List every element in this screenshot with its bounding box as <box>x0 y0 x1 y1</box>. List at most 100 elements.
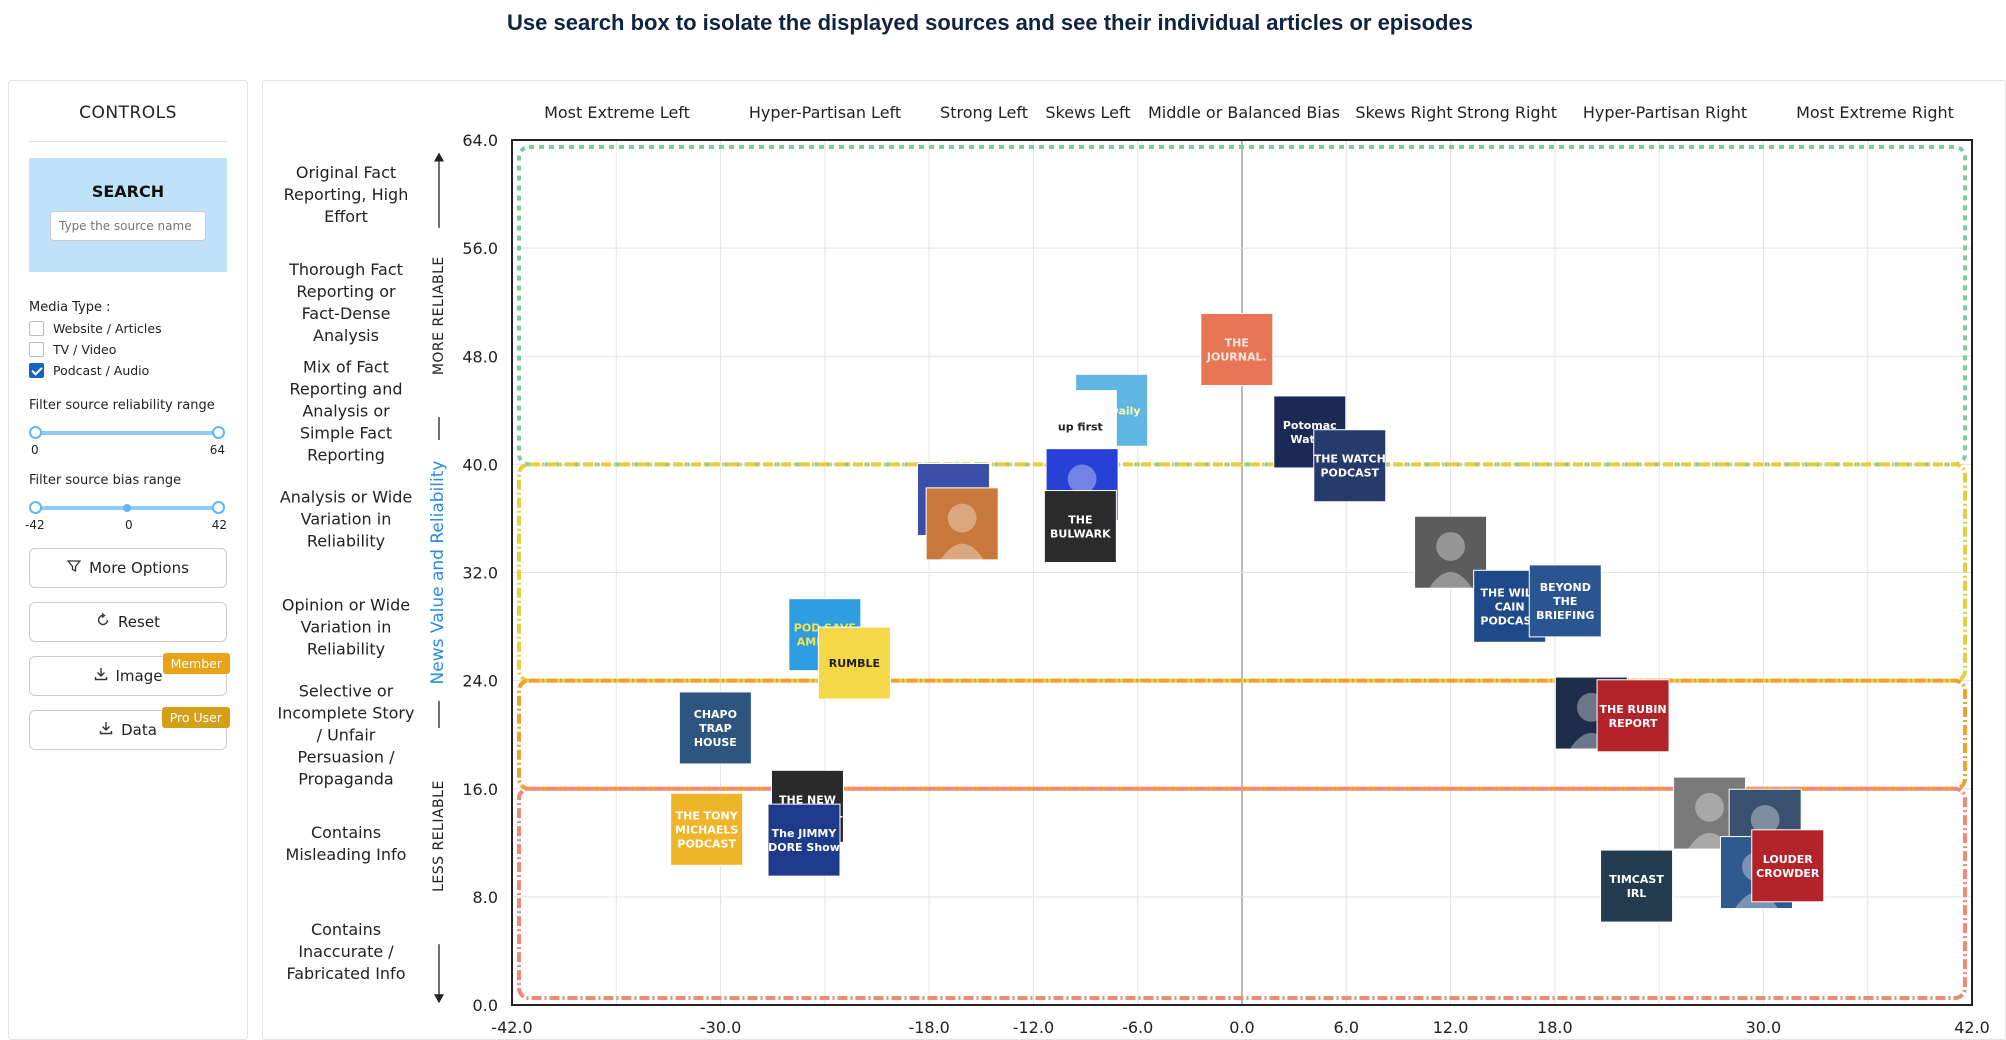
reliability-slider-max-handle[interactable] <box>212 426 225 439</box>
y-axis-title: News Value and Reliability <box>428 461 448 685</box>
checkbox-tv[interactable] <box>29 342 44 357</box>
x-tick-label: 6.0 <box>1334 1018 1359 1037</box>
up-arrow-icon <box>434 152 444 162</box>
person-icon <box>940 543 984 560</box>
source-logo-tile <box>817 626 891 700</box>
x-category-label: Hyper-Partisan Right <box>1583 103 1747 122</box>
source-logo-text: THE BULWARK <box>1050 514 1111 541</box>
y-category-label: Selective or Incomplete Story / Unfair Pers… <box>278 682 415 789</box>
x-category-label: Skews Left <box>1045 103 1130 122</box>
x-category-label: Middle or Balanced Bias <box>1148 103 1340 122</box>
source-logo-tile <box>1751 829 1825 903</box>
x-tick-label: 18.0 <box>1537 1018 1573 1037</box>
image-label: Image <box>115 667 163 685</box>
reset-icon <box>96 612 110 631</box>
source-logo-tile <box>1043 490 1117 564</box>
y-category-label: Opinion or Wide Variation in Reliability <box>282 596 410 659</box>
reliability-slider-values: 0 64 <box>29 443 227 459</box>
source-point-beyond-the-briefing[interactable]: BEYOND THE BRIEFING <box>1528 564 1602 638</box>
y-category-label: Mix of Fact Reporting and Analysis or Simpl… <box>290 357 403 464</box>
x-tick-label: -30.0 <box>700 1018 741 1037</box>
media-type-podcast[interactable]: Podcast / Audio <box>29 363 227 378</box>
down-arrow-icon <box>434 994 444 1004</box>
source-logo-text: THE TONY MICHAELS PODCAST <box>675 809 739 850</box>
y-category-label: Contains Misleading Info <box>286 823 407 864</box>
x-tick-label: 42.0 <box>1954 1018 1990 1037</box>
source-point-louder-with-crowder[interactable]: LOUDER CROWDER <box>1751 829 1825 903</box>
x-category-label: Strong Right <box>1457 103 1557 122</box>
source-point-the-bulwark[interactable]: THE BULWARK <box>1043 490 1117 564</box>
source-logo-tile <box>1200 312 1274 386</box>
data-download-button[interactable]: Data Pro User <box>29 707 230 750</box>
x-category-label: Hyper-Partisan Left <box>749 103 901 122</box>
y-tick-label: 64.0 <box>462 131 498 150</box>
search-box: SEARCH <box>29 158 227 272</box>
x-tick-label: -6.0 <box>1122 1018 1153 1037</box>
media-type-tv[interactable]: TV / Video <box>29 342 227 357</box>
x-tick-label: -18.0 <box>908 1018 949 1037</box>
bias-slider-max-handle[interactable] <box>212 501 225 514</box>
source-point-rumble-with-michael-moore[interactable]: RUMBLE <box>817 626 891 700</box>
controls-title: CONTROLS <box>29 103 227 142</box>
checkbox-label-website: Website / Articles <box>53 321 162 336</box>
data-label: Data <box>121 721 157 739</box>
reliability-zone <box>517 145 1967 467</box>
search-input[interactable] <box>50 211 206 241</box>
source-logo-tile <box>1528 564 1602 638</box>
source-logo-text: THE JOURNAL. <box>1206 336 1267 363</box>
source-point-the-journal[interactable]: THE JOURNAL. <box>1200 312 1274 386</box>
source-logo-text: THE WILL CAIN PODCAST <box>1480 586 1539 627</box>
reset-label: Reset <box>118 613 160 631</box>
source-point-the-jimmy-dore-show[interactable]: The JIMMY DORE Show <box>767 803 841 877</box>
person-icon <box>1750 805 1780 834</box>
reliability-slider-track[interactable] <box>35 431 219 435</box>
member-badge: Member <box>162 653 230 674</box>
y-tick-label: 40.0 <box>462 455 498 474</box>
y-tick-label: 16.0 <box>462 780 498 799</box>
bias-slider-values: -42 0 42 <box>25 518 227 534</box>
more-options-label: More Options <box>89 559 189 577</box>
source-point-the-tony-michaels-podcast[interactable]: THE TONY MICHAELS PODCAST <box>670 792 744 866</box>
y-category-label: Analysis or Wide Variation in Reliability <box>280 487 412 550</box>
checkbox-podcast[interactable] <box>29 363 44 378</box>
media-type-group: Media Type : Website / Articles TV / Vid… <box>29 300 227 378</box>
source-point-throughline[interactable] <box>925 487 999 561</box>
image-download-button[interactable]: Image Member <box>29 653 230 696</box>
reliability-slider-min-handle[interactable] <box>29 426 42 439</box>
source-point-chapo-trap-house[interactable]: CHAPO TRAP HOUSE <box>678 691 752 765</box>
source-logo-text: THE WATCH PODCAST <box>1314 453 1386 480</box>
bias-slider-min-handle[interactable] <box>29 501 42 514</box>
source-logo-text: TIMCAST IRL <box>1609 873 1664 900</box>
bias-slider-mid-mark <box>123 504 131 512</box>
checkbox-label-tv: TV / Video <box>53 342 117 357</box>
reliability-min-value: 0 <box>31 443 39 457</box>
reset-button[interactable]: Reset <box>29 602 227 642</box>
source-logo-tile <box>925 487 999 561</box>
source-point-the-rubin-report[interactable]: THE RUBIN REPORT <box>1596 679 1670 753</box>
checkbox-website[interactable] <box>29 321 44 336</box>
bias-slider[interactable] <box>29 501 225 514</box>
bias-filter-label: Filter source bias range <box>29 473 182 488</box>
media-type-website[interactable]: Website / Articles <box>29 321 227 336</box>
download-icon <box>99 721 113 739</box>
source-logo-tile <box>1596 679 1670 753</box>
chart-panel: -42.0 -30.0 -18.0 -12.0 -6.0 0.0 6.0 12.0 18.0 30… <box>262 80 2006 1040</box>
reliability-filter-label: Filter source reliability range <box>29 398 215 413</box>
plot-frame <box>511 139 1973 1006</box>
source-point-the-watch-podcast[interactable]: THE WATCH PODCAST <box>1313 429 1387 503</box>
person-icon <box>1436 532 1465 561</box>
bias-mid-value: 0 <box>125 518 133 532</box>
y-tick-label: 24.0 <box>462 672 498 691</box>
source-point-timcast-irl[interactable]: TIMCAST IRL <box>1600 849 1674 923</box>
less-reliable-label: LESS RELIABLE <box>431 780 447 892</box>
page-title: Use search box to isolate the displayed … <box>507 10 1473 35</box>
more-options-button[interactable]: More Options <box>29 548 227 588</box>
y-category-label: Thorough Fact Reporting or Fact-Dense Analy… <box>288 260 403 345</box>
bias-min-value: -42 <box>25 518 45 532</box>
reliability-slider[interactable] <box>29 426 225 439</box>
y-tick-label: 48.0 <box>462 347 498 366</box>
reliability-max-value: 64 <box>209 443 225 457</box>
source-logo-text: up first <box>1058 421 1103 434</box>
source-logo-tile <box>1313 429 1387 503</box>
x-category-label: Strong Left <box>940 103 1028 122</box>
